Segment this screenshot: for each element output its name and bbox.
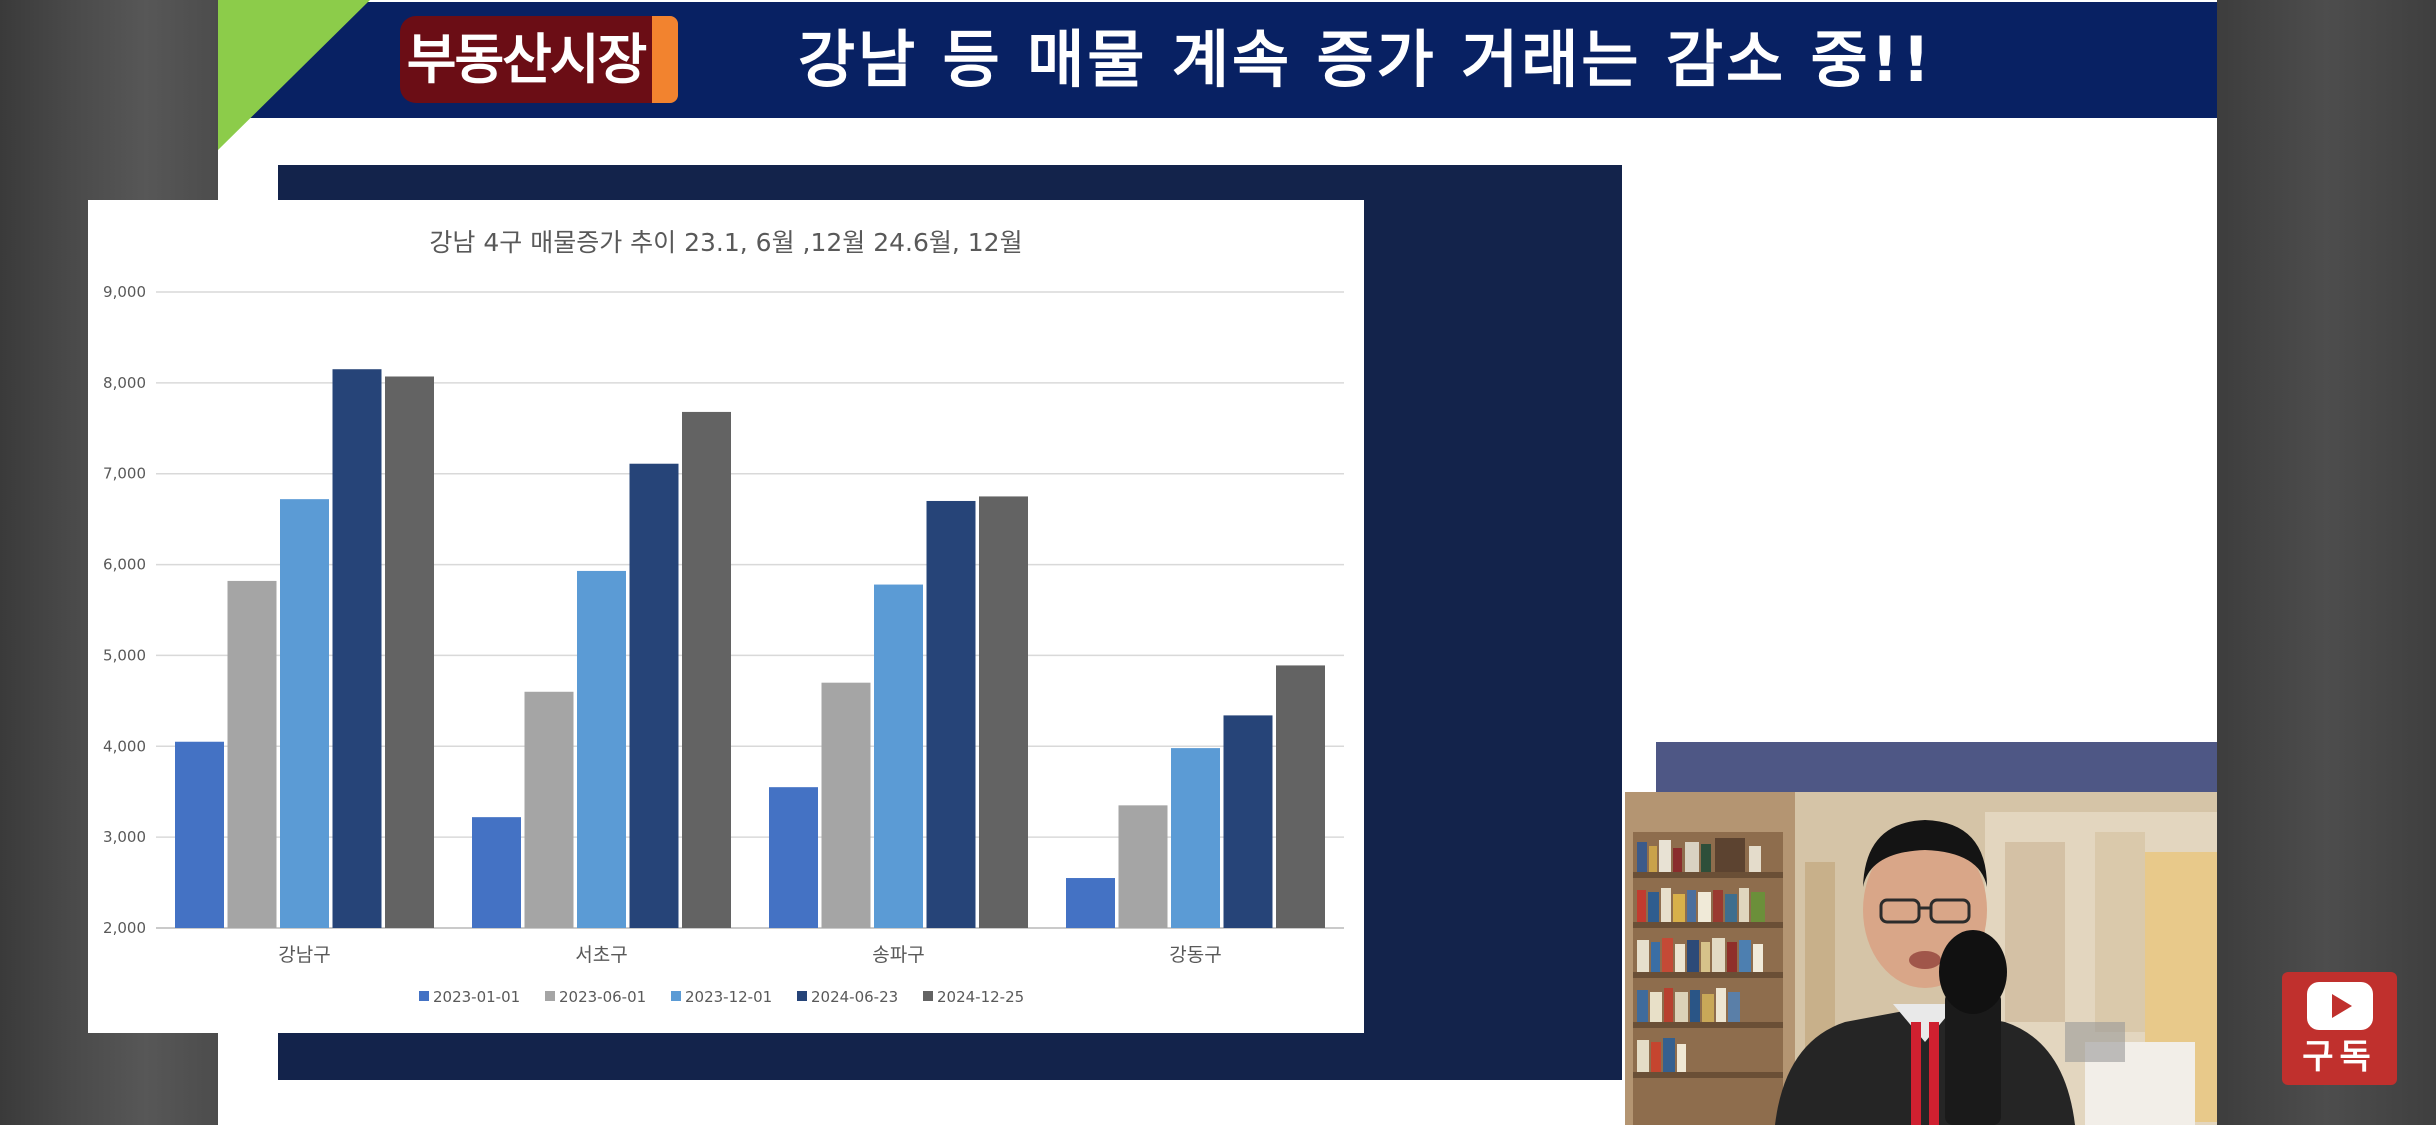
bar: [821, 682, 871, 928]
bar: [979, 496, 1028, 928]
y-tick-label: 4,000: [103, 737, 146, 755]
bar: [1276, 665, 1325, 928]
webcam-scene: [1625, 792, 2217, 1125]
legend-swatch: [545, 991, 555, 1001]
subscribe-button[interactable]: 구독: [2282, 972, 2397, 1085]
bar: [280, 499, 329, 928]
bar: [1066, 878, 1115, 928]
chart-area: 강남 4구 매물증가 추이 23.1, 6월 ,12월 24.6월, 12월 2…: [88, 200, 1364, 1033]
y-tick-label: 2,000: [103, 919, 146, 937]
x-tick-label: 강동구: [1169, 944, 1221, 966]
bar: [227, 580, 277, 928]
legend-swatch: [923, 991, 933, 1001]
legend-label: 2024-12-25: [937, 988, 1024, 1006]
bars: [175, 369, 1325, 929]
webcam-top-stripe: [1656, 742, 2217, 792]
bar: [874, 584, 923, 928]
bar: [1118, 805, 1168, 928]
y-tick-label: 7,000: [103, 465, 146, 483]
category-badge: [400, 16, 677, 103]
y-axis-tick-labels: 2,000 3,000 4,000 5,000 6,000 7,000 8,000 9,000: [103, 283, 146, 937]
subscribe-label: 구독: [2302, 1037, 2377, 1077]
legend-label: 2023-06-01: [559, 988, 646, 1006]
y-tick-label: 3,000: [103, 828, 146, 846]
right-background: [2217, 0, 2436, 1125]
legend-label: 2023-01-01: [433, 988, 520, 1006]
y-tick-label: 6,000: [103, 556, 146, 574]
y-tick-label: 8,000: [103, 374, 146, 392]
green-corner-accent: [218, 0, 370, 150]
bar: [472, 817, 521, 928]
bar: [769, 787, 818, 928]
play-icon: [2307, 982, 2373, 1030]
badge-accent: [652, 16, 678, 103]
legend-label: 2024-06-23: [811, 988, 898, 1006]
chart-legend: 2023-01-01 2023-06-01 2023-12-01 2024-06-23…: [419, 988, 1024, 1006]
bar: [1171, 748, 1220, 928]
bar: [332, 369, 382, 928]
legend-swatch: [671, 991, 681, 1001]
bar: [1223, 715, 1273, 928]
x-tick-label: 송파구: [872, 944, 924, 966]
page-title: 강남 등 매물 계속 증가 거래는 감소 중!!: [798, 23, 1934, 96]
x-tick-label: 강남구: [278, 944, 330, 966]
bar-chart: 강남 4구 매물증가 추이 23.1, 6월 ,12월 24.6월, 12월 2…: [103, 228, 1344, 1006]
legend-label: 2023-12-01: [685, 988, 772, 1006]
bar: [926, 500, 976, 928]
y-tick-label: 9,000: [103, 283, 146, 301]
bar: [629, 463, 679, 928]
legend-swatch: [419, 991, 429, 1001]
bar: [577, 570, 626, 928]
x-axis-category-labels: 강남구 서초구 송파구 강동구: [278, 944, 1221, 966]
bar: [385, 376, 434, 928]
chart-title: 강남 4구 매물증가 추이 23.1, 6월 ,12월 24.6월, 12월: [429, 228, 1022, 257]
x-tick-label: 서초구: [575, 944, 627, 966]
y-tick-label: 5,000: [103, 646, 146, 664]
category-badge-label: 부동산시장: [406, 28, 647, 91]
bar: [524, 691, 574, 928]
bar: [682, 411, 731, 929]
legend-swatch: [797, 991, 807, 1001]
webcam-inset: [1625, 792, 2217, 1125]
bar: [175, 741, 224, 928]
